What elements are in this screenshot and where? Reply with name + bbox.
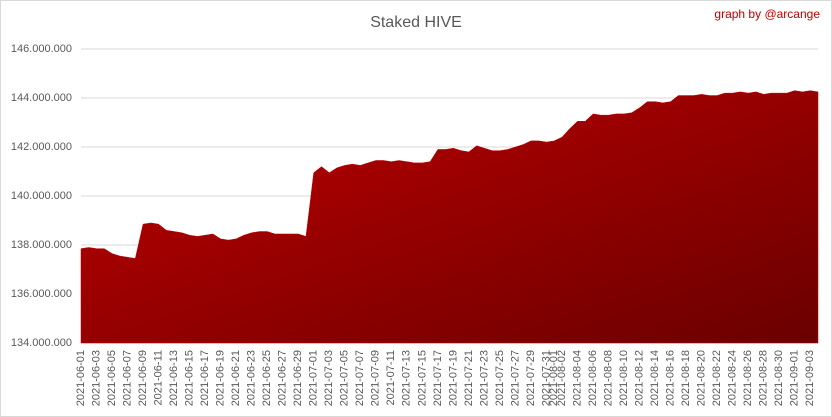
x-tick-label: 2021-06-11 (152, 350, 164, 405)
y-tick-label: 140.000.000 (11, 190, 72, 202)
x-tick-label: 2021-09-01 (789, 350, 801, 406)
x-tick-label: 2021-08-26 (742, 350, 754, 406)
x-tick-label: 2021-07-17 (432, 350, 444, 406)
y-tick-label: 138.000.000 (11, 239, 72, 251)
x-tick-label: 2021-06-09 (137, 350, 149, 406)
y-tick-label: 144.000.000 (11, 92, 72, 104)
x-tick-label: 2021-08-01 (548, 350, 560, 406)
x-tick-label: 2021-08-14 (649, 350, 661, 406)
x-tick-label: 2021-08-20 (696, 350, 708, 406)
x-tick-label: 2021-06-23 (246, 350, 258, 406)
x-tick-label: 2021-08-08 (602, 350, 614, 406)
x-tick-label: 2021-08-06 (587, 350, 599, 406)
x-tick-label: 2021-07-23 (478, 350, 490, 406)
y-tick-label: 136.000.000 (11, 288, 72, 300)
y-tick-label: 146.000.000 (11, 43, 72, 55)
x-tick-label: 2021-07-19 (447, 350, 459, 406)
x-tick-label: 2021-07-29 (525, 350, 537, 406)
x-tick-label: 2021-08-04 (571, 350, 583, 406)
x-tick-label: 2021-07-25 (494, 350, 506, 406)
x-tick-label: 2021-08-28 (758, 350, 770, 406)
x-tick-label: 2021-06-01 (75, 350, 87, 406)
credit: graph by @arcange (714, 7, 820, 21)
x-tick-label: 2021-07-09 (370, 350, 382, 406)
y-tick-label: 142.000.000 (11, 141, 72, 153)
x-tick-label: 2021-07-05 (339, 350, 351, 406)
x-tick-label: 2021-06-07 (121, 350, 133, 406)
x-tick-label: 2021-06-17 (199, 350, 211, 406)
x-tick-label: 2021-08-24 (727, 350, 739, 406)
x-tick-label: 2021-07-01 (308, 350, 320, 406)
x-tick-label: 2021-06-03 (90, 350, 102, 406)
x-tick-label: 2021-06-05 (106, 350, 118, 406)
x-tick-label: 2021-09-03 (804, 350, 816, 406)
x-tick-label: 2021-07-21 (463, 350, 475, 406)
x-tick-label: 2021-08-10 (618, 350, 630, 406)
x-tick-label: 2021-06-25 (261, 350, 273, 406)
x-tick-label: 2021-06-27 (277, 350, 289, 406)
x-tick-label: 2021-08-22 (711, 350, 723, 406)
x-tick-label: 2021-08-02 (556, 350, 568, 406)
x-tick-label: 2021-08-30 (773, 350, 785, 406)
x-tick-label: 2021-06-15 (184, 350, 196, 406)
x-tick-label: 2021-07-31 (540, 350, 552, 406)
y-tick-label: 134.000.000 (11, 337, 72, 349)
x-tick-label: 2021-07-27 (509, 350, 521, 406)
x-tick-label: 2021-06-29 (292, 350, 304, 406)
x-tick-label: 2021-07-11 (385, 350, 397, 405)
chart-title: Staked HIVE (370, 14, 462, 31)
x-tick-label: 2021-07-13 (401, 350, 413, 406)
x-tick-label: 2021-06-21 (230, 350, 242, 406)
x-tick-label: 2021-08-16 (665, 350, 677, 406)
x-tick-label: 2021-07-03 (323, 350, 335, 406)
x-tick-label: 2021-07-07 (354, 350, 366, 406)
x-tick-label: 2021-06-19 (215, 350, 227, 406)
x-tick-label: 2021-07-15 (416, 350, 428, 406)
x-tick-label: 2021-08-12 (633, 350, 645, 406)
x-tick-label: 2021-08-18 (680, 350, 692, 406)
area (80, 90, 819, 344)
x-tick-label: 2021-06-13 (168, 350, 180, 406)
